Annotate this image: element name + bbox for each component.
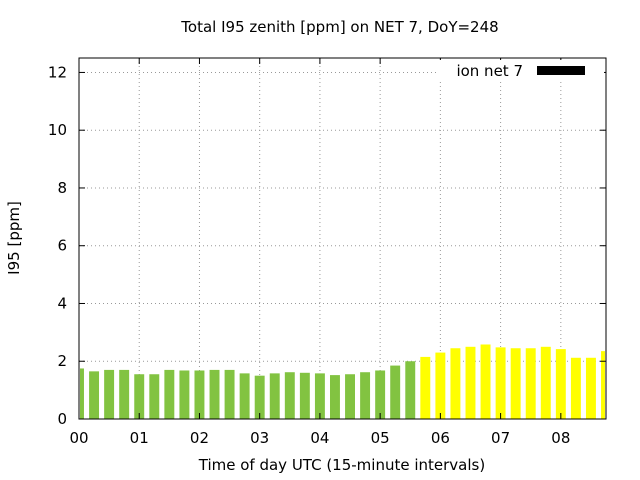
bar [585,357,596,419]
x-tick-label: 06 [431,429,450,447]
bar [194,370,205,419]
plot-frame [78,57,607,420]
bar [179,370,190,419]
bar [284,372,295,419]
bar [299,372,310,419]
bar [375,370,386,419]
y-tick-label: 12 [48,63,67,81]
bar [360,372,371,419]
x-tick-label: 02 [190,429,209,447]
bar [510,348,521,419]
bar [465,346,476,419]
bar [224,369,235,419]
bar [269,373,280,419]
bars [80,344,605,419]
bar [164,369,175,419]
bar [390,365,401,419]
y-tick-label: 6 [57,237,67,255]
bar [149,374,160,419]
bar [570,357,581,419]
bar [209,369,220,419]
y-tick-label: 0 [57,410,67,428]
bar [405,361,416,419]
bar [555,349,566,419]
x-tick-label: 04 [310,429,329,447]
bar [480,344,491,419]
bar [345,374,355,419]
x-tick-label: 08 [551,429,570,447]
legend: ion net 7 [436,60,604,82]
bar [525,348,536,419]
x-tick-label: 01 [130,429,149,447]
bar [450,348,461,419]
bar [89,371,100,419]
bar [134,374,145,419]
bar [239,373,250,419]
x-tick-label: 00 [69,429,88,447]
y-tick-label: 2 [57,352,67,370]
bar [330,375,340,419]
bar [420,356,431,419]
bar [540,346,551,419]
x-axis-label: Time of day UTC (15-minute intervals) [198,456,485,474]
legend-label: ion net 7 [456,62,523,80]
grid [79,58,606,419]
bar [119,369,130,419]
legend-swatch [537,66,585,75]
chart-title: Total I95 zenith [ppm] on NET 7, DoY=248 [180,18,498,36]
y-tick-label: 10 [48,121,67,139]
x-tick-label: 03 [250,429,269,447]
legend-background [436,60,604,82]
bar [254,375,265,419]
bar [80,368,84,419]
bar [104,369,115,419]
y-axis-label: I95 [ppm] [5,201,23,275]
y-tick-label: 8 [57,179,67,197]
bar [495,347,506,419]
bar [314,373,325,419]
x-tick-label: 07 [491,429,510,447]
y-tick-label: 4 [57,294,67,312]
bar [435,352,446,419]
bar [601,351,605,419]
x-tick-label: 05 [371,429,390,447]
